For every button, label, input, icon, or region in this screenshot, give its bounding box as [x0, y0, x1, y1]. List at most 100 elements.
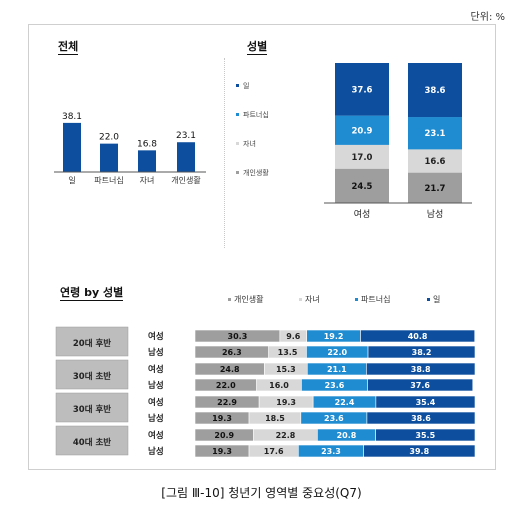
- gender-category-label: 남성: [427, 209, 444, 220]
- age-segment-label: 19.3: [276, 398, 296, 407]
- age-legend-marker: [228, 298, 231, 301]
- age-segment-label: 26.3: [222, 348, 242, 357]
- gender-segment: [335, 115, 389, 145]
- total-chart-title: 전체: [58, 40, 79, 55]
- age-segment-label: 20.8: [337, 431, 357, 440]
- age-gender-label: 남성: [148, 446, 164, 457]
- total-bar-2: [100, 143, 118, 172]
- gender-segment-label: 21.7: [425, 184, 446, 194]
- age-group-label: 30대 초반: [73, 371, 111, 382]
- age-segment-label: 38.2: [412, 348, 432, 357]
- age-segment-label: 22.8: [276, 431, 296, 440]
- age-legend-marker: [427, 298, 430, 301]
- age-segment-label: 22.0: [216, 381, 236, 390]
- age-gender-label: 여성: [148, 397, 164, 408]
- gender-segment: [408, 63, 462, 118]
- age-segment-label: 35.4: [416, 398, 436, 407]
- total-category-label: 파트너십: [94, 175, 123, 185]
- age-gender-label: 여성: [148, 331, 164, 342]
- age-segment: [367, 378, 474, 392]
- age-segment-label: 30.3: [228, 332, 248, 341]
- age-gender-label: 여성: [148, 364, 164, 375]
- gender-chart-title: 성별: [247, 40, 268, 55]
- age-segment-label: 16.0: [269, 381, 289, 390]
- age-legend-label: 자녀: [305, 295, 320, 304]
- age-legend-marker: [355, 298, 358, 301]
- age-gender-label: 남성: [148, 380, 164, 391]
- age-legend-label: 파트너십: [361, 294, 390, 304]
- age-group-label: 40대 초반: [73, 437, 111, 448]
- gender-legend-label: 자녀: [243, 139, 256, 148]
- age-group-box: [55, 359, 129, 390]
- age-segment-label: 19.3: [212, 447, 232, 456]
- gender-segment-label: 16.6: [425, 157, 446, 167]
- age-segment-label: 37.6: [410, 381, 430, 390]
- gender-segment: [408, 149, 462, 173]
- age-segment-label: 24.8: [220, 365, 240, 374]
- age-segment-label: 35.5: [415, 431, 435, 440]
- age-segment: [366, 362, 476, 376]
- age-segment-label: 19.2: [324, 332, 344, 341]
- gender-legend-marker: [236, 171, 239, 174]
- figure-caption: [그림 Ⅲ-10] 청년기 영역별 중요성(Q7): [161, 486, 362, 500]
- age-segment: [367, 345, 476, 359]
- gender-segment: [335, 63, 389, 116]
- age-legend-label: 개인생활: [234, 294, 264, 304]
- age-group-box: [55, 326, 129, 357]
- age-segment-label: 13.5: [278, 348, 298, 357]
- figure-frame: [28, 24, 496, 470]
- gender-legend-marker: [236, 113, 239, 116]
- total-category-label: 개인생활: [171, 175, 201, 185]
- gender-legend-label: 개인생활: [243, 168, 269, 177]
- gender-segment-label: 17.0: [352, 153, 373, 163]
- age-segment: [360, 329, 476, 343]
- total-bar-1: [63, 122, 81, 172]
- gender-segment: [335, 168, 389, 203]
- age-segment: [375, 395, 476, 409]
- age-segment-label: 23.6: [324, 414, 344, 423]
- age-segment-label: 15.3: [276, 365, 296, 374]
- total-category-label: 자녀: [140, 176, 155, 185]
- panel-divider: [224, 58, 225, 248]
- total-bar-3: [138, 150, 156, 172]
- age-segment-label: 40.8: [408, 332, 428, 341]
- age-group-label: 20대 후반: [73, 338, 111, 349]
- gender-segment-label: 20.9: [352, 126, 373, 136]
- total-value-label: 23.1: [176, 131, 196, 141]
- gender-legend-label: 일: [243, 81, 249, 90]
- age-segment-label: 22.4: [335, 398, 355, 407]
- age-segment-label: 9.6: [286, 332, 301, 341]
- age-segment: [366, 411, 476, 425]
- gender-segment-label: 24.5: [352, 182, 373, 192]
- age-segment-label: 23.6: [325, 381, 345, 390]
- gender-segment-label: 38.6: [425, 86, 446, 96]
- total-value-label: 16.8: [137, 139, 157, 149]
- gender-segment: [335, 144, 389, 169]
- age-segment-label: 39.8: [409, 447, 429, 456]
- gender-stacked-chart: 24.5 17.0 20.9 37.6 여성 21.7 16.6 23.1 38.6 남성 일파트너…: [236, 63, 472, 220]
- gender-legend-label: 파트너십: [243, 110, 269, 119]
- total-value-label: 38.1: [62, 112, 82, 122]
- age-segment-label: 38.6: [411, 414, 431, 423]
- total-bar-chart: 38.1 일 22.0 파트너십 16.8 자녀 23.1 개인생활: [54, 112, 206, 185]
- total-value-label: 22.0: [99, 133, 119, 143]
- age-segment-label: 18.5: [265, 414, 285, 423]
- gender-category-label: 여성: [354, 208, 371, 220]
- gender-segment: [408, 172, 462, 203]
- age-group-box: [55, 392, 129, 423]
- unit-label: 단위: %: [470, 12, 505, 23]
- age-segment-label: 20.9: [214, 431, 234, 440]
- gender-legend-marker: [236, 142, 239, 145]
- age-segment-label: 38.8: [411, 365, 431, 374]
- age-legend-marker: [299, 298, 302, 301]
- age-legend-label: 일: [433, 295, 440, 304]
- age-gender-label: 남성: [148, 347, 164, 358]
- age-group-label: 30대 후반: [73, 404, 111, 415]
- age-segment-label: 21.1: [327, 365, 347, 374]
- total-bar-4: [177, 142, 195, 172]
- gender-segment-label: 37.6: [352, 85, 373, 95]
- age-gender-label: 남성: [148, 413, 164, 424]
- age-segment-label: 19.3: [212, 414, 232, 423]
- age-segment: [363, 444, 476, 458]
